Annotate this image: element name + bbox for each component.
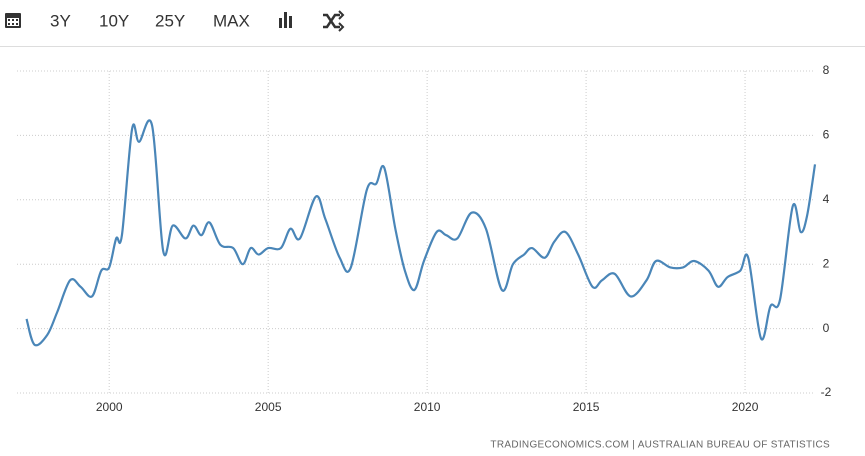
shuffle-icon[interactable] [323,10,345,32]
y-tick-label: 6 [823,128,830,142]
x-tick-label: 2010 [414,400,441,414]
y-tick-label: -2 [821,385,832,399]
x-tick-label: 2015 [573,400,600,414]
range-button[interactable]: 10Y [99,11,129,30]
calendar-icon[interactable] [5,13,21,28]
range-button[interactable]: MAX [213,11,250,30]
bar-chart-icon[interactable] [279,12,292,28]
x-tick-label: 2005 [255,400,282,414]
range-button[interactable]: 3Y [50,11,71,30]
toolbar [0,0,865,46]
x-tick-label: 2000 [96,400,123,414]
y-tick-label: 8 [823,63,830,77]
data-line [25,119,817,347]
x-tick-label: 2020 [732,400,759,414]
y-tick-label: 0 [823,321,830,335]
range-button[interactable]: 25Y [155,11,185,30]
y-tick-label: 2 [823,256,830,270]
y-tick-label: 4 [823,192,830,206]
source: TRADINGECONOMICS.COM | AUSTRALIAN BUREAU… [490,440,830,451]
